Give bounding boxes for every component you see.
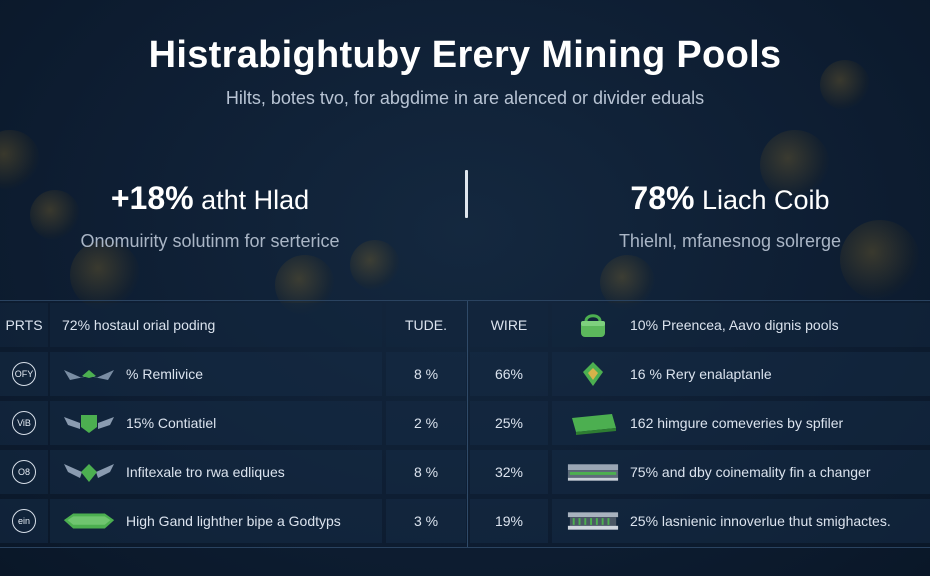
- row-value-1: 8 %: [386, 352, 466, 396]
- header-col2: 72% hostaul orial poding: [50, 303, 382, 347]
- row-name: High Gand lighther bipe a Godtyps: [126, 513, 341, 529]
- table-header-row: PRTS 72% hostaul orial poding TUDE. WIRE…: [0, 301, 930, 349]
- background-coin-icon: [760, 130, 830, 200]
- table-divider: [467, 301, 468, 547]
- row-value-1: 8 %: [386, 450, 466, 494]
- wing-chevron-icon: [62, 360, 116, 388]
- row-badge: O8: [12, 460, 36, 484]
- row-value-2: 66%: [470, 352, 548, 396]
- row-name: 15% Contiatiel: [126, 415, 217, 431]
- stat-left-percent: +18%: [110, 180, 194, 216]
- background-coin-icon: [70, 240, 140, 310]
- row-badge: ein: [12, 509, 36, 533]
- stat-right-caption: Thielnl, mfanesnog solrerge: [618, 231, 842, 251]
- kettlebell-icon: [566, 311, 620, 339]
- green-ingot-icon: [62, 507, 116, 535]
- mining-pools-table: PRTS 72% hostaul orial poding TUDE. WIRE…: [0, 300, 930, 548]
- row-name: Infitexale tro rwa edliques: [126, 464, 285, 480]
- row-value-1: 3 %: [386, 499, 466, 543]
- mining-rig-icon: [566, 507, 620, 535]
- winged-gem-icon: [62, 458, 116, 486]
- page-subtitle: Hilts, botes tvo, for abgdime in are ale…: [225, 88, 705, 108]
- header-col1: PRTS: [0, 303, 48, 347]
- stat-divider: [465, 170, 468, 218]
- table-row: OFY % Remlivice 8 % 66% 16 % Rery enalap…: [0, 350, 930, 398]
- background-coin-icon: [840, 220, 920, 300]
- stat-right-label: Liach Coib: [701, 185, 830, 215]
- stat-right-percent: 78%: [630, 180, 695, 216]
- row-desc: 25% lasnienic innoverlue thut smighactes…: [630, 513, 891, 529]
- row-value-1: 2 %: [386, 401, 466, 445]
- row-badge: OFY: [12, 362, 36, 386]
- header-col5-label: 10% Preencea, Aavo dignis pools: [630, 317, 839, 333]
- background-coin-icon: [350, 240, 400, 290]
- stat-right: 78% Liach Coib Thielnl, mfanesnog solrer…: [590, 180, 870, 252]
- row-name: % Remlivice: [126, 366, 204, 382]
- stat-left: +18% atht Hlad Onomuirity solutinm for s…: [60, 180, 360, 252]
- row-desc: 75% and dby coinemality fin a changer: [630, 464, 871, 480]
- server-rack-icon: [566, 458, 620, 486]
- shield-wings-icon: [62, 409, 116, 437]
- header-col3: TUDE.: [386, 303, 466, 347]
- page-title: Histrabightuby Erery Mining Pools: [148, 34, 782, 76]
- table-row: ViB 15% Contiatiel 2 % 25% 162 himgure c…: [0, 399, 930, 447]
- background-coin-icon: [30, 190, 80, 240]
- gem-icon: [566, 360, 620, 388]
- row-value-2: 25%: [470, 401, 548, 445]
- stat-left-label: atht Hlad: [201, 185, 310, 215]
- green-block-icon: [566, 409, 620, 437]
- stat-left-caption: Onomuirity solutinm for serterice: [80, 231, 340, 251]
- header-col4: WIRE: [470, 303, 548, 347]
- row-desc: 162 himgure comeveries by spfiler: [630, 415, 844, 431]
- background-coin-icon: [0, 130, 40, 190]
- row-value-2: 32%: [470, 450, 548, 494]
- row-desc: 16 % Rery enalaptanle: [630, 366, 772, 382]
- row-badge: ViB: [12, 411, 36, 435]
- header-col5: 10% Preencea, Aavo dignis pools: [552, 303, 930, 347]
- background-coin-icon: [820, 60, 870, 110]
- table-row: O8 Infitexale tro rwa edliques 8 % 32%: [0, 448, 930, 496]
- table-row: ein High Gand lighther bipe a Godtyps 3 …: [0, 497, 930, 545]
- row-value-2: 19%: [470, 499, 548, 543]
